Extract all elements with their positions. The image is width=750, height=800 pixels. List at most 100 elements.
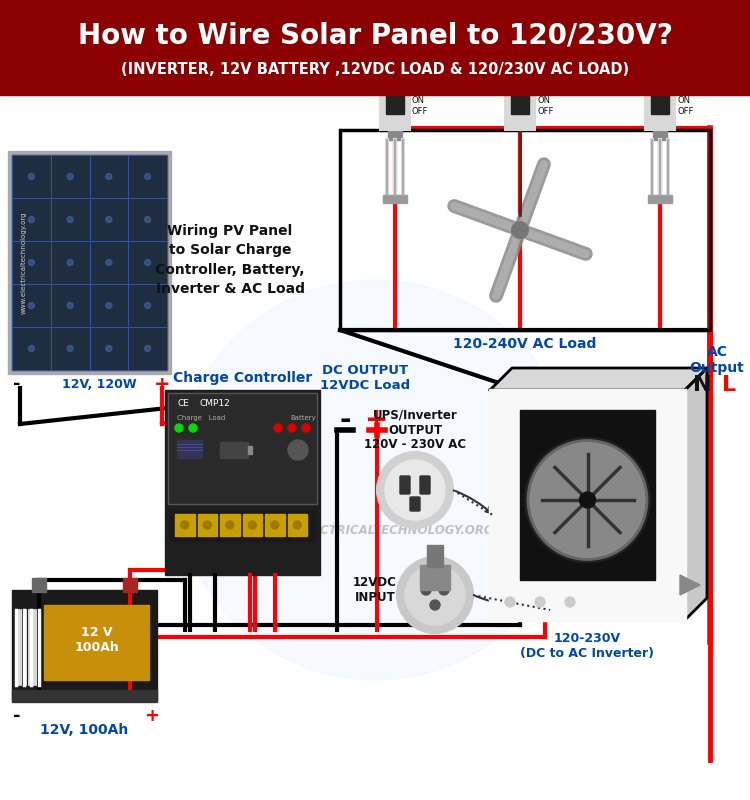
Circle shape — [377, 452, 453, 528]
Circle shape — [106, 259, 112, 266]
Circle shape — [68, 346, 74, 351]
Text: ON
OFF: ON OFF — [412, 96, 428, 116]
Circle shape — [145, 174, 151, 179]
Bar — [177, 440, 202, 458]
Circle shape — [28, 259, 34, 266]
Circle shape — [512, 222, 528, 238]
Text: +: + — [365, 406, 388, 434]
Circle shape — [175, 280, 575, 680]
Bar — [91, 199, 128, 240]
Text: +: + — [154, 374, 170, 394]
Bar — [0, 0, 750, 95]
Bar — [91, 328, 128, 369]
Bar — [129, 156, 166, 197]
Bar — [287, 514, 307, 536]
Bar — [520, 410, 655, 580]
Bar — [13, 328, 50, 369]
Text: UPS/Inverter
OUTPUT
120V - 230V AC: UPS/Inverter OUTPUT 120V - 230V AC — [364, 409, 466, 451]
Text: -: - — [339, 406, 351, 434]
Text: AC
Output: AC Output — [690, 345, 744, 375]
Bar — [12, 155, 167, 370]
Bar — [170, 511, 315, 541]
Circle shape — [405, 565, 465, 625]
Circle shape — [226, 521, 234, 529]
Circle shape — [530, 442, 645, 558]
Circle shape — [505, 597, 515, 607]
Text: CMP12: CMP12 — [200, 399, 231, 409]
Bar — [653, 130, 667, 140]
Bar — [340, 130, 710, 330]
Circle shape — [248, 521, 256, 529]
Text: +: + — [145, 707, 160, 725]
Circle shape — [189, 424, 197, 432]
Bar — [123, 578, 137, 592]
Text: L: L — [722, 375, 736, 395]
Bar — [129, 285, 166, 326]
Circle shape — [271, 521, 279, 529]
Bar — [383, 195, 407, 203]
Text: CE: CE — [177, 399, 189, 409]
Circle shape — [145, 259, 151, 266]
Polygon shape — [490, 368, 707, 390]
Bar — [13, 199, 50, 240]
Bar — [129, 242, 166, 283]
Bar — [511, 94, 529, 114]
Circle shape — [302, 424, 310, 432]
Polygon shape — [685, 368, 707, 620]
Bar — [168, 393, 317, 504]
Text: ON
OFF: ON OFF — [537, 96, 554, 116]
Text: Charge Controller: Charge Controller — [172, 371, 312, 385]
Circle shape — [106, 217, 112, 222]
Circle shape — [580, 492, 596, 508]
Bar — [220, 514, 239, 536]
Bar — [168, 393, 317, 504]
Bar — [265, 514, 284, 536]
Bar — [52, 328, 88, 369]
Circle shape — [106, 346, 112, 351]
Circle shape — [145, 217, 151, 222]
Text: How to Wire Solar Panel to 120/230V?: How to Wire Solar Panel to 120/230V? — [77, 21, 673, 49]
Text: DC OUTPUT
12VDC Load: DC OUTPUT 12VDC Load — [320, 364, 410, 392]
Bar — [420, 565, 450, 590]
Text: ON
OFF: ON OFF — [677, 96, 693, 116]
Circle shape — [68, 217, 74, 222]
Bar — [490, 390, 685, 620]
Bar — [52, 242, 88, 283]
Text: Wiring PV Panel
to Solar Charge
Controller, Battery,
Inverter & AC Load: Wiring PV Panel to Solar Charge Controll… — [155, 224, 304, 296]
Circle shape — [439, 585, 449, 595]
Circle shape — [145, 302, 151, 309]
Circle shape — [68, 174, 74, 179]
Text: -: - — [13, 707, 21, 725]
Bar — [12, 590, 157, 700]
Circle shape — [106, 302, 112, 309]
Circle shape — [106, 174, 112, 179]
Bar — [165, 390, 320, 575]
Circle shape — [293, 521, 302, 529]
Circle shape — [203, 521, 211, 529]
Bar — [388, 130, 402, 140]
FancyBboxPatch shape — [400, 476, 410, 494]
Circle shape — [385, 460, 445, 520]
Circle shape — [68, 302, 74, 309]
Text: Battery: Battery — [290, 415, 316, 421]
Text: WWW.ELECTRICALTECHNOLOGY.ORG: WWW.ELECTRICALTECHNOLOGY.ORG — [255, 523, 495, 537]
Circle shape — [68, 259, 74, 266]
Circle shape — [397, 557, 473, 633]
Bar — [386, 94, 404, 114]
Text: 12V, 100Ah: 12V, 100Ah — [40, 723, 129, 737]
Bar — [52, 156, 88, 197]
Bar — [242, 514, 262, 536]
Bar — [129, 199, 166, 240]
Circle shape — [288, 440, 308, 460]
Circle shape — [28, 346, 34, 351]
Text: N: N — [693, 375, 711, 395]
Bar — [175, 514, 194, 536]
Bar — [380, 90, 410, 130]
Bar — [197, 514, 217, 536]
Polygon shape — [680, 575, 700, 595]
Circle shape — [175, 424, 183, 432]
Circle shape — [181, 521, 189, 529]
Text: 120-240V AC Load: 120-240V AC Load — [453, 337, 597, 351]
Bar — [52, 199, 88, 240]
Bar — [13, 285, 50, 326]
